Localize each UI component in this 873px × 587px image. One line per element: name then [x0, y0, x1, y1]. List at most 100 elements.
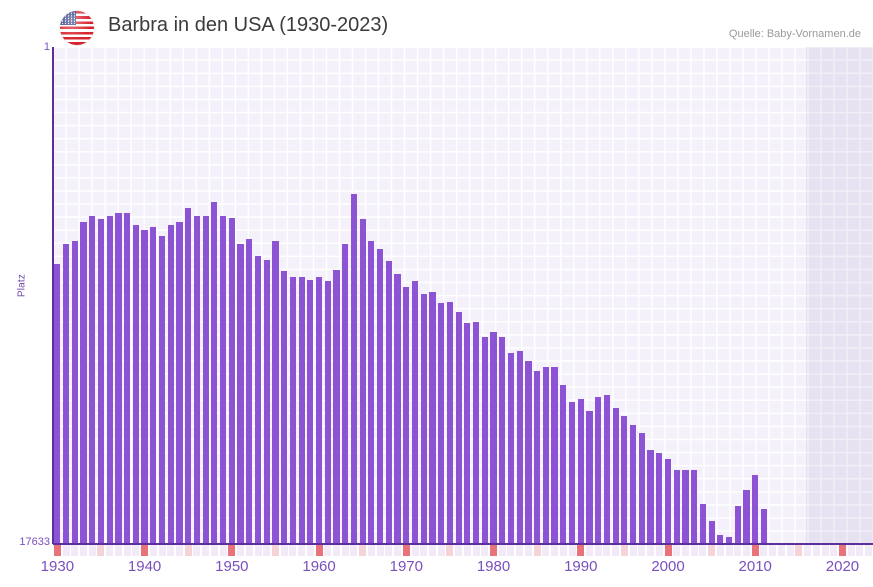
x-axis-tick	[237, 545, 245, 556]
bar	[97, 218, 105, 544]
x-axis-label: 2010	[738, 558, 772, 575]
bar	[717, 534, 724, 544]
x-axis-tick	[53, 545, 61, 556]
x-axis-tick	[202, 545, 210, 556]
x-axis-tick	[472, 545, 480, 556]
x-axis-tick	[716, 545, 724, 556]
bar	[106, 216, 113, 544]
x-axis-tick	[559, 545, 567, 556]
x-axis-tick	[132, 545, 140, 556]
bar	[647, 450, 654, 544]
x-axis-tick	[411, 545, 419, 556]
x-axis-tick	[655, 545, 663, 556]
bar	[193, 216, 201, 544]
bar	[342, 244, 349, 544]
bar	[80, 221, 87, 544]
x-axis-tick	[804, 545, 812, 556]
x-axis-tick	[71, 545, 79, 556]
bar	[664, 458, 672, 544]
x-axis-tick	[568, 545, 576, 556]
x-axis-tick	[734, 545, 742, 556]
x-axis-tick	[585, 545, 593, 556]
bar	[490, 331, 497, 544]
x-axis-tick	[141, 545, 149, 556]
bar	[158, 235, 166, 544]
bar	[298, 276, 305, 544]
bar	[359, 218, 366, 544]
bar	[472, 321, 480, 544]
x-axis-tick	[385, 545, 393, 556]
x-axis-tick	[638, 545, 646, 556]
bar	[185, 207, 192, 544]
x-axis-tick	[856, 545, 864, 556]
x-axis-tick	[725, 545, 733, 556]
bar	[630, 424, 637, 544]
bar	[254, 255, 262, 544]
x-axis-tick	[376, 545, 384, 556]
x-axis-tick	[690, 545, 698, 556]
bar	[438, 303, 445, 544]
bar	[350, 193, 358, 544]
x-axis-tick	[106, 545, 114, 556]
y-axis-tick-top: 1	[43, 41, 50, 53]
x-axis-tick	[289, 545, 297, 556]
bar	[534, 371, 541, 544]
x-axis-tick	[847, 545, 855, 556]
bar	[516, 351, 523, 544]
bar	[699, 503, 706, 544]
chart-header: Barbra in den USA (1930-2023) Quelle: Ba…	[0, 0, 873, 45]
x-axis-tick	[184, 545, 192, 556]
x-axis-tick	[263, 545, 271, 556]
x-axis-tick	[341, 545, 349, 556]
x-axis-tick	[446, 545, 454, 556]
x-axis-tick	[577, 545, 585, 556]
bar	[385, 261, 392, 544]
bar	[708, 520, 715, 544]
x-axis-label: 1950	[215, 558, 249, 575]
bar-series	[53, 47, 873, 544]
bar	[455, 311, 462, 544]
x-axis-tick	[629, 545, 637, 556]
x-axis-tick	[708, 545, 716, 556]
bar	[551, 366, 558, 544]
bar	[420, 293, 427, 544]
x-axis-tick	[167, 545, 175, 556]
x-axis-label: 2020	[825, 558, 860, 575]
us-flag-icon	[60, 11, 94, 45]
page-title: Barbra in den USA (1930-2023)	[108, 14, 389, 36]
x-axis-tick	[394, 545, 402, 556]
bar	[568, 402, 576, 544]
bar	[411, 280, 419, 544]
bar	[132, 224, 139, 544]
x-axis-tick	[673, 545, 681, 556]
bar	[333, 269, 340, 544]
bar	[62, 244, 70, 544]
bar	[499, 337, 506, 544]
x-axis-tick	[455, 545, 463, 556]
bar	[202, 216, 209, 544]
x-axis-tick	[123, 545, 131, 556]
bar	[507, 352, 515, 544]
bar	[586, 410, 593, 544]
flag-gloss	[60, 11, 94, 45]
bar	[595, 396, 602, 544]
x-axis-tick	[612, 545, 620, 556]
bar	[71, 241, 78, 544]
bar	[54, 264, 61, 544]
x-axis-tick	[254, 545, 262, 556]
bar	[446, 302, 453, 544]
x-axis-tick	[760, 545, 768, 556]
x-axis-label: 1940	[127, 558, 162, 575]
x-axis-label: 1960	[302, 558, 336, 575]
bar	[725, 537, 733, 544]
x-axis-tick	[175, 545, 183, 556]
x-axis-tick	[681, 545, 689, 556]
flag-canton	[60, 11, 76, 25]
x-axis-tick	[324, 545, 332, 556]
bar	[577, 399, 584, 544]
x-axis-tick	[551, 545, 559, 556]
x-axis-tick	[437, 545, 445, 556]
bar	[403, 286, 410, 544]
bar	[542, 366, 549, 544]
x-axis-tick	[647, 545, 655, 556]
